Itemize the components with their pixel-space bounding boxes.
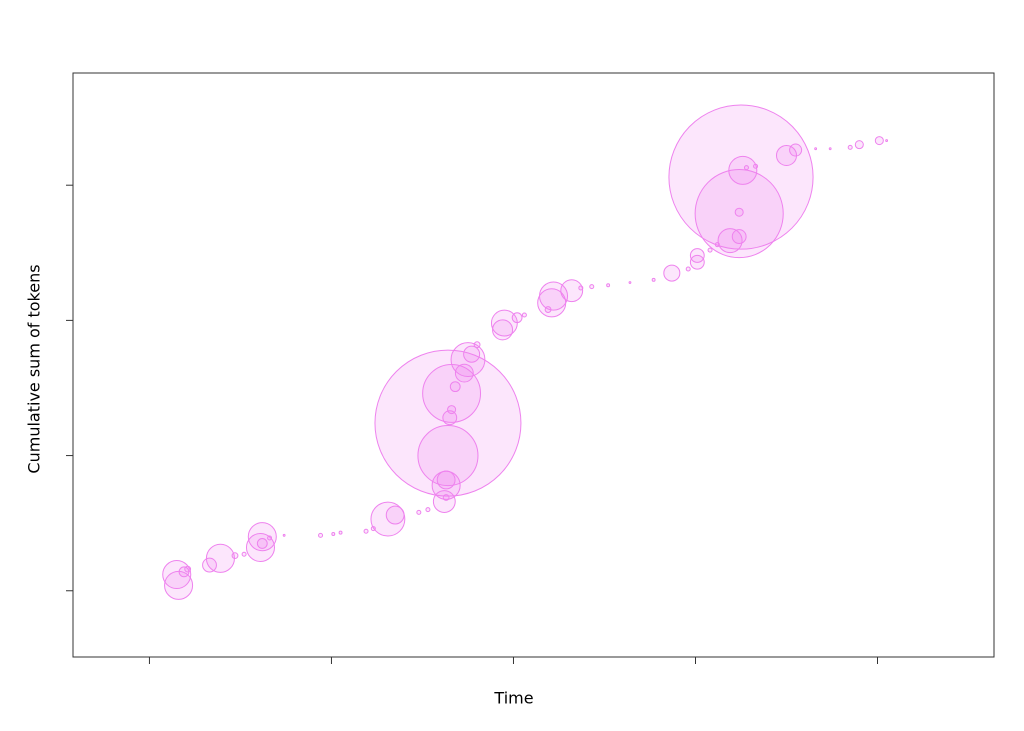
bubble	[370, 501, 406, 537]
bubble	[743, 165, 749, 171]
bubble	[267, 535, 273, 541]
bubble	[854, 140, 864, 150]
bubble	[521, 312, 527, 318]
bubble	[164, 570, 194, 600]
bubble	[447, 405, 457, 415]
bubble	[363, 528, 369, 534]
bubble	[436, 470, 456, 490]
bubble	[449, 381, 461, 393]
bubble	[728, 155, 758, 185]
bubble	[454, 363, 474, 383]
bubble	[606, 283, 611, 288]
bubble	[511, 312, 523, 324]
bubble	[578, 285, 584, 291]
bubble	[560, 279, 584, 303]
bubble	[241, 551, 247, 557]
bubble	[338, 530, 343, 535]
bubble	[463, 345, 481, 363]
y-axis-label: Cumulative sum of tokens	[25, 264, 44, 473]
bubble	[331, 532, 336, 536]
x-axis-label: Time	[493, 689, 533, 708]
bubble	[694, 169, 784, 259]
bubble	[707, 247, 713, 253]
bubble	[885, 139, 889, 143]
bubble	[374, 349, 522, 497]
bubble	[184, 565, 192, 573]
bubble	[247, 522, 277, 552]
bubble	[162, 560, 192, 590]
bubble	[205, 543, 235, 573]
bubble	[828, 147, 832, 151]
bubble	[734, 207, 744, 217]
bubble	[473, 341, 481, 349]
bubble	[202, 557, 217, 573]
bubble	[450, 342, 486, 378]
bubble	[416, 509, 422, 515]
plot-frame	[72, 72, 995, 658]
bubble	[775, 144, 798, 166]
bubble	[651, 277, 656, 282]
bubble	[685, 266, 691, 272]
bubble	[318, 532, 324, 538]
bubble	[789, 143, 803, 157]
bubble	[628, 281, 632, 284]
bubble	[256, 538, 268, 549]
bubble	[492, 319, 514, 341]
bubble	[663, 264, 681, 282]
bubble	[668, 104, 814, 250]
bubble	[731, 229, 747, 244]
bubble	[442, 410, 458, 426]
bubble	[417, 425, 479, 487]
bubble	[814, 147, 818, 151]
bubble	[753, 163, 759, 169]
bubble	[282, 533, 286, 537]
bubble	[874, 136, 884, 146]
bubble	[231, 552, 239, 560]
bubble	[385, 505, 405, 525]
bubble	[717, 228, 743, 254]
bubble	[425, 507, 431, 513]
bubble	[689, 248, 705, 263]
bubble	[847, 144, 853, 150]
bubble	[589, 284, 595, 290]
